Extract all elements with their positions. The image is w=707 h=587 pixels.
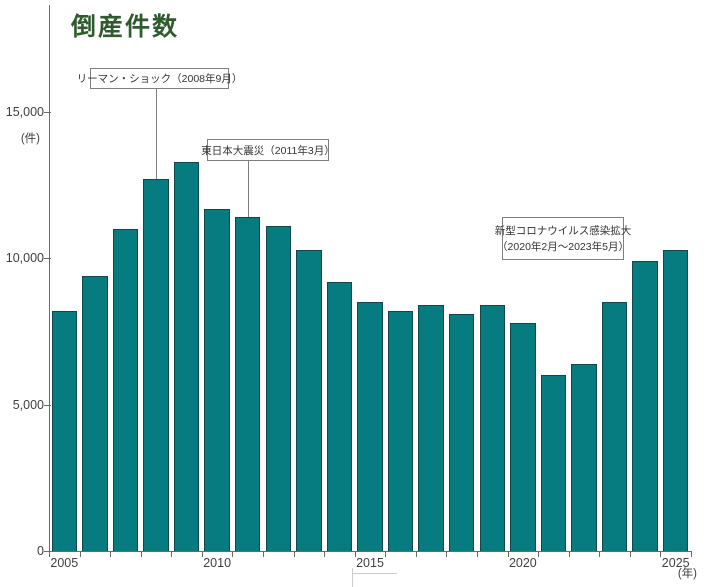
bar-2009 <box>173 161 200 551</box>
annotation-covid19: 新型コロナウイルス感染拡大 （2020年2月～2023年5月） <box>495 217 631 260</box>
x-axis-unit-label: (年) <box>677 568 697 580</box>
y-tick-label-0: 0 <box>37 544 44 558</box>
x-tick-mark-10 <box>354 552 356 557</box>
y-tick-mark-5000 <box>44 404 51 406</box>
x-tick-label-2015: 2015 <box>356 556 384 570</box>
x-tick-label-2005: 2005 <box>50 556 79 570</box>
bar-2024 <box>632 261 658 551</box>
x-tick-mark-2 <box>110 552 112 557</box>
x-tick-label-2010: 2010 <box>203 556 232 570</box>
bar-2022 <box>571 363 597 551</box>
x-tick-mark-18 <box>599 552 601 557</box>
annotation-great-east-japan-earthquake: 東日本大震災（2011年3月） <box>201 139 335 161</box>
x-tick-mark-19 <box>629 552 631 557</box>
bar-2023 <box>601 302 628 551</box>
x-tick-mark-14 <box>477 552 478 557</box>
chart-title: 倒産件数 <box>71 13 180 41</box>
y-tick-label-15000: 15,000 <box>5 105 44 119</box>
bar-2005 <box>51 311 77 551</box>
bar-2021 <box>540 375 567 551</box>
x-tick-mark-16 <box>538 552 540 557</box>
annotation-covid19-line2: （2020年2月～2023年5月） <box>497 240 629 253</box>
x-tick-mark-21 <box>691 552 692 557</box>
x-tick-mark-4 <box>171 552 173 557</box>
x-tick-mark-13 <box>446 552 448 557</box>
y-tick-label-5000: 5,000 <box>12 397 44 412</box>
annotation-covid19-line1: 新型コロナウイルス感染拡大 <box>494 224 632 237</box>
y-tick-label-10000: 10,000 <box>5 251 44 266</box>
y-tick-mark-0 <box>44 551 51 552</box>
annotation-lehman-shock-text: リーマン・ショック（2008年9月） <box>76 73 243 85</box>
x-tick-label-2020: 2020 <box>508 556 537 570</box>
bar-2007 <box>112 229 139 551</box>
bar-2011 <box>235 217 261 551</box>
bar-2017 <box>418 305 444 551</box>
stray-border-artifact-vertical <box>352 568 353 587</box>
bar-2014 <box>326 281 353 551</box>
x-tick-mark-7 <box>263 552 264 557</box>
annotation-lehman-shock: リーマン・ショック（2008年9月） <box>77 68 242 89</box>
x-tick-mark-5 <box>201 552 203 557</box>
lehman-annotation-connector-line <box>156 87 157 180</box>
bar-2016 <box>387 311 414 551</box>
bar-2006 <box>82 275 108 551</box>
bar-2012 <box>265 226 291 551</box>
bar-2008 <box>143 179 169 551</box>
y-tick-mark-10000 <box>44 258 51 260</box>
x-tick-mark-11 <box>385 552 387 557</box>
bar-2010 <box>204 208 230 551</box>
x-tick-label-2025: 2025 <box>661 556 690 570</box>
bar-2015 <box>357 302 383 551</box>
x-tick-mark-3 <box>140 552 142 557</box>
x-tick-mark-12 <box>415 552 417 557</box>
earthquake-annotation-connector-line <box>247 159 249 218</box>
stray-border-artifact-horizontal <box>352 573 397 574</box>
x-tick-mark-0 <box>49 552 50 557</box>
bar-2025 <box>663 249 689 551</box>
annotation-earthquake-text: 東日本大震災（2011年3月） <box>201 144 335 157</box>
x-tick-mark-20 <box>660 552 662 557</box>
y-axis-line <box>49 5 50 551</box>
bar-2020 <box>510 322 536 551</box>
bar-2013 <box>296 249 322 551</box>
y-axis-unit-label: (件) <box>20 133 40 145</box>
bar-2019 <box>479 305 505 551</box>
x-tick-mark-15 <box>507 552 509 557</box>
x-tick-mark-17 <box>568 552 570 557</box>
x-tick-mark-6 <box>232 552 234 557</box>
y-tick-mark-15000 <box>44 112 51 113</box>
bar-2018 <box>449 313 475 551</box>
x-axis-line <box>48 551 692 552</box>
x-tick-mark-1 <box>79 552 81 557</box>
x-tick-mark-9 <box>324 552 326 557</box>
x-tick-mark-8 <box>293 552 295 557</box>
